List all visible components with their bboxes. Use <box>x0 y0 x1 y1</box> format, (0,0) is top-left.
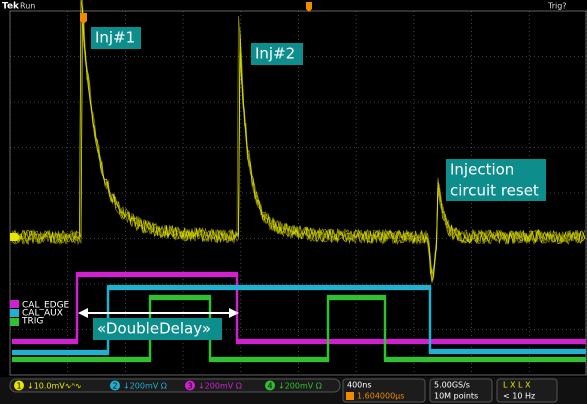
annotation: Inj#2 <box>255 45 295 63</box>
trigger-frequency: < 10 Hz <box>503 392 535 401</box>
ch-marker <box>10 318 19 326</box>
ch-number: 1 <box>17 382 22 391</box>
annotation: Inj#1 <box>95 29 135 47</box>
page: Tek Run Trig? Inj#1 Inj#2 Injection circ… <box>0 0 587 404</box>
annotation: Injection <box>450 161 514 179</box>
trigger-status: Trig? <box>547 2 567 11</box>
ch-marker <box>10 309 19 317</box>
ch-marker <box>10 300 19 308</box>
ch-setting: ↓10.0mV∿ᴬ∿ <box>27 382 82 391</box>
ch-setting: ↓200mV Ω <box>123 382 167 391</box>
brand: Tek <box>2 2 20 12</box>
annotation: circuit reset <box>450 182 539 200</box>
oscilloscope-screen: Tek Run Trig? Inj#1 Inj#2 Injection circ… <box>0 0 587 404</box>
ch-number: 3 <box>188 382 193 391</box>
record-length: 10M points <box>434 392 478 401</box>
timebase: 400ns <box>347 381 372 390</box>
ch-setting: ↓200mV Ω <box>198 382 242 391</box>
ch-number: 4 <box>268 382 273 391</box>
annotation: «DoubleDelay» <box>97 320 211 338</box>
run-status: Run <box>20 2 35 11</box>
status-bar: 1 ↓10.0mV∿ᴬ∿ 2 ↓200mV Ω 3 ↓200mV Ω 4 ↓20… <box>0 377 587 404</box>
sample-rate: 5.00GS/s <box>434 381 470 390</box>
ch-setting: ↓200mV Ω <box>278 382 322 391</box>
trigger-source: L X L X <box>503 381 531 390</box>
channel-label: TRIG <box>21 317 43 327</box>
ch-number: 2 <box>113 382 118 391</box>
trigger-position: 1.604000µs <box>357 392 404 401</box>
